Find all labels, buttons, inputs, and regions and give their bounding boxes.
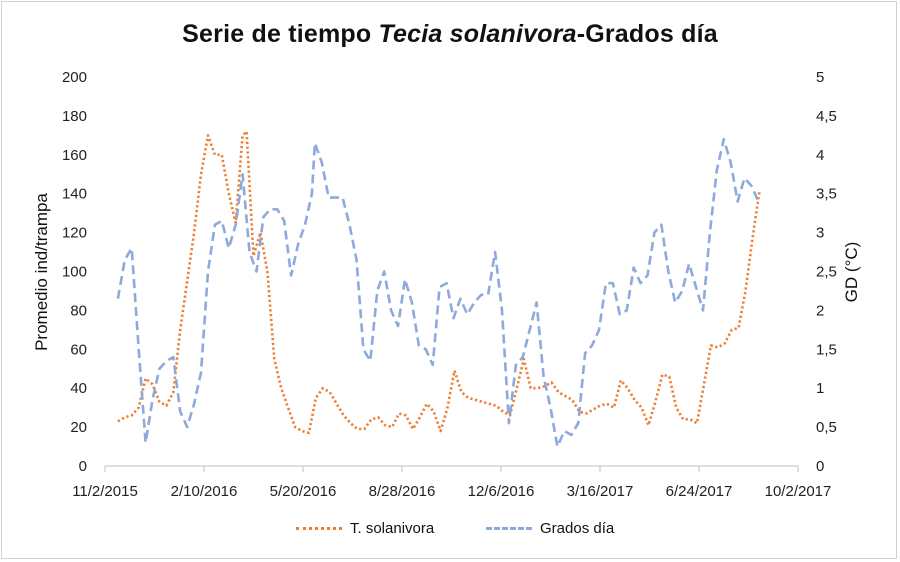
- y-tick-right: 2: [816, 302, 824, 319]
- chart-legend: T. solanivora Grados día: [0, 520, 900, 540]
- y-tick-left: 100: [62, 264, 87, 281]
- y-tick-right: 0,5: [816, 419, 837, 436]
- title-text-end: -Grados día: [576, 20, 718, 48]
- y-tick-left: 180: [62, 108, 87, 125]
- y-tick-right: 1: [816, 380, 824, 397]
- series-line-grados-dia: [116, 137, 760, 448]
- legend-item-grados-dia: Grados día: [486, 520, 614, 537]
- x-tick-label: 10/2/2017: [765, 483, 832, 500]
- y-tick-left: 60: [70, 341, 87, 358]
- y-tick-left: 40: [70, 380, 87, 397]
- y-tick-right: 4: [816, 147, 824, 164]
- legend-label-tsolanivora: T. solanivora: [350, 520, 435, 537]
- legend-swatch-grados-dia: [486, 527, 532, 530]
- x-tick-label: 12/6/2016: [468, 483, 535, 500]
- y-tick-left: 200: [62, 69, 87, 86]
- title-text-start: Serie de tiempo: [182, 20, 379, 48]
- legend-swatch-tsolanivora: [296, 527, 342, 530]
- x-tick-label: 3/16/2017: [567, 483, 634, 500]
- y-tick-right: 3: [816, 225, 824, 242]
- legend-item-tsolanivora: T. solanivora: [296, 520, 434, 537]
- x-tick-label: 6/24/2017: [666, 483, 733, 500]
- y-tick-left: 140: [62, 186, 87, 203]
- chart-title: Serie de tiempo Tecia solanivora-Grados …: [0, 20, 900, 49]
- title-species: Tecia solanivora: [378, 20, 577, 48]
- legend-label-grados-dia: Grados día: [540, 520, 615, 537]
- right-y-ticks: 0 0,5 1 1,5 2 2,5 3 3,5 4 4,5 5: [816, 69, 837, 475]
- x-tick-label: 2/10/2016: [171, 483, 238, 500]
- y-axis-label-right: GD (°C): [842, 242, 861, 303]
- y-tick-left: 160: [62, 147, 87, 164]
- y-tick-right: 1,5: [816, 341, 837, 358]
- y-tick-right: 5: [816, 69, 824, 86]
- y-tick-left: 20: [70, 419, 87, 436]
- y-tick-left: 80: [70, 302, 87, 319]
- y-tick-left: 120: [62, 225, 87, 242]
- x-ticks: 11/2/2015 2/10/2016 5/20/2016 8/28/2016 12/6…: [72, 466, 831, 500]
- x-tick-label: 11/2/2015: [72, 483, 138, 500]
- y-axis-label-left: Promedio ind/trampa: [32, 193, 51, 351]
- y-tick-left: 0: [79, 458, 87, 475]
- left-y-ticks: 0 20 40 60 80 100 120 140 160 180 200: [62, 69, 87, 475]
- series-line-tsolanivora: [117, 130, 761, 435]
- y-tick-right: 4,5: [816, 108, 837, 125]
- y-tick-right: 0: [816, 458, 824, 475]
- x-tick-label: 5/20/2016: [270, 483, 337, 500]
- y-tick-right: 3,5: [816, 186, 837, 203]
- x-tick-label: 8/28/2016: [369, 483, 436, 500]
- y-tick-right: 2,5: [816, 264, 837, 281]
- series-layer: [116, 130, 761, 448]
